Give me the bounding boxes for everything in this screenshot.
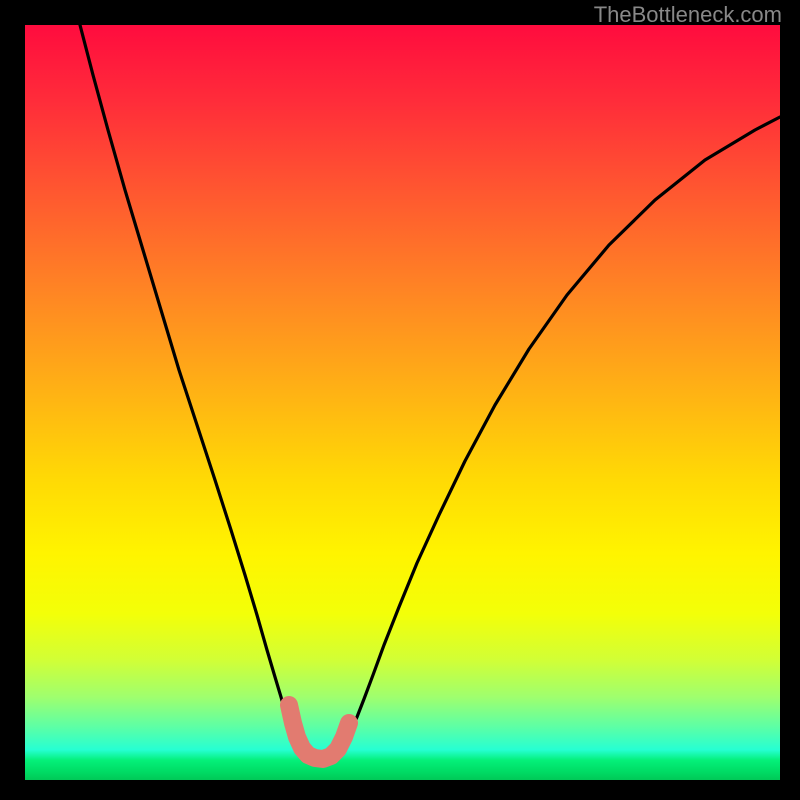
plot-area xyxy=(25,25,780,780)
watermark-text: TheBottleneck.com xyxy=(594,2,782,28)
gradient-background xyxy=(25,25,780,780)
